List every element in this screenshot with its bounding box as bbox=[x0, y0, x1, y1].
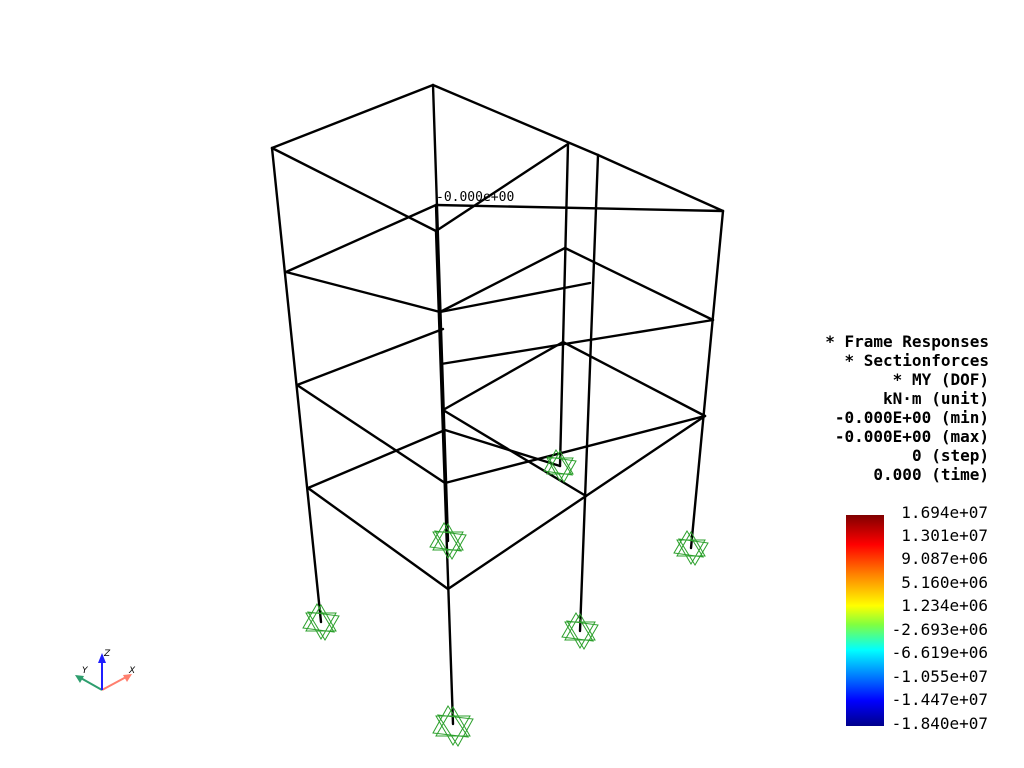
info-line: kN·m (unit) bbox=[883, 389, 989, 408]
support-icon bbox=[432, 705, 474, 747]
y-axis-head bbox=[75, 675, 84, 683]
info-line: * MY (DOF) bbox=[892, 370, 989, 389]
result-info-panel: * Frame Responses * Sectionforces * MY (DO… bbox=[825, 332, 989, 484]
beam bbox=[306, 486, 450, 591]
node-value-label: -0.000e+00 bbox=[436, 190, 514, 205]
color-scale-bar bbox=[846, 515, 884, 726]
info-line: -0.000E+00 (min) bbox=[834, 408, 989, 427]
orientation-axes: X Y Z bbox=[75, 649, 136, 691]
scale-label: 5.160e+06 bbox=[901, 573, 988, 592]
beam bbox=[270, 146, 438, 233]
beam bbox=[434, 203, 443, 366]
beam bbox=[434, 142, 570, 233]
beam bbox=[284, 203, 438, 274]
beam bbox=[561, 340, 707, 418]
scale-label: 1.234e+06 bbox=[901, 596, 988, 615]
column bbox=[578, 153, 600, 633]
beam bbox=[563, 246, 715, 322]
beam bbox=[270, 83, 435, 150]
x-axis-arrow bbox=[101, 675, 129, 691]
beam bbox=[438, 246, 567, 314]
info-line: * Sectionforces bbox=[844, 351, 990, 370]
z-axis-head bbox=[98, 653, 106, 663]
scale-label: -6.619e+06 bbox=[891, 643, 988, 662]
scale-label: 9.087e+06 bbox=[901, 549, 988, 568]
info-line: 0 (step) bbox=[911, 446, 989, 465]
beam bbox=[434, 203, 725, 213]
scale-label: -1.447e+07 bbox=[891, 690, 988, 709]
scale-label: -2.693e+06 bbox=[891, 620, 988, 639]
scale-label: 1.301e+07 bbox=[901, 526, 988, 545]
beam bbox=[584, 414, 707, 498]
y-axis-arrow bbox=[78, 676, 103, 691]
beam bbox=[306, 428, 447, 490]
scale-label: 1.694e+07 bbox=[901, 503, 988, 522]
beam bbox=[295, 327, 445, 387]
color-scale-labels: 1.694e+07 1.301e+07 9.087e+06 5.160e+06 … bbox=[886, 503, 1016, 743]
support-icon bbox=[429, 522, 467, 560]
beam bbox=[439, 318, 715, 366]
support-icon bbox=[543, 449, 577, 483]
support-markers bbox=[302, 449, 709, 747]
beam bbox=[438, 281, 592, 314]
z-axis-label: Z bbox=[103, 649, 111, 659]
beam bbox=[295, 383, 447, 485]
beam bbox=[443, 414, 707, 485]
support-icon bbox=[561, 612, 599, 650]
beam bbox=[431, 83, 600, 157]
beam bbox=[443, 428, 562, 468]
info-line: * Frame Responses bbox=[825, 332, 989, 351]
support-icon bbox=[673, 530, 709, 566]
beam bbox=[284, 270, 442, 314]
column bbox=[689, 209, 725, 550]
info-line: 0.000 (time) bbox=[873, 465, 989, 484]
column bbox=[558, 142, 570, 468]
beam bbox=[596, 153, 725, 213]
x-axis-label: X bbox=[128, 666, 136, 676]
frame-structure bbox=[270, 83, 725, 726]
scale-label: -1.840e+07 bbox=[891, 714, 988, 733]
beam bbox=[446, 494, 588, 591]
x-axis-head bbox=[123, 674, 132, 682]
support-icon bbox=[302, 603, 340, 641]
y-axis-label: Y bbox=[82, 666, 89, 676]
beam bbox=[441, 340, 565, 412]
info-line: -0.000E+00 (max) bbox=[834, 427, 989, 446]
scale-label: -1.055e+07 bbox=[891, 667, 988, 686]
